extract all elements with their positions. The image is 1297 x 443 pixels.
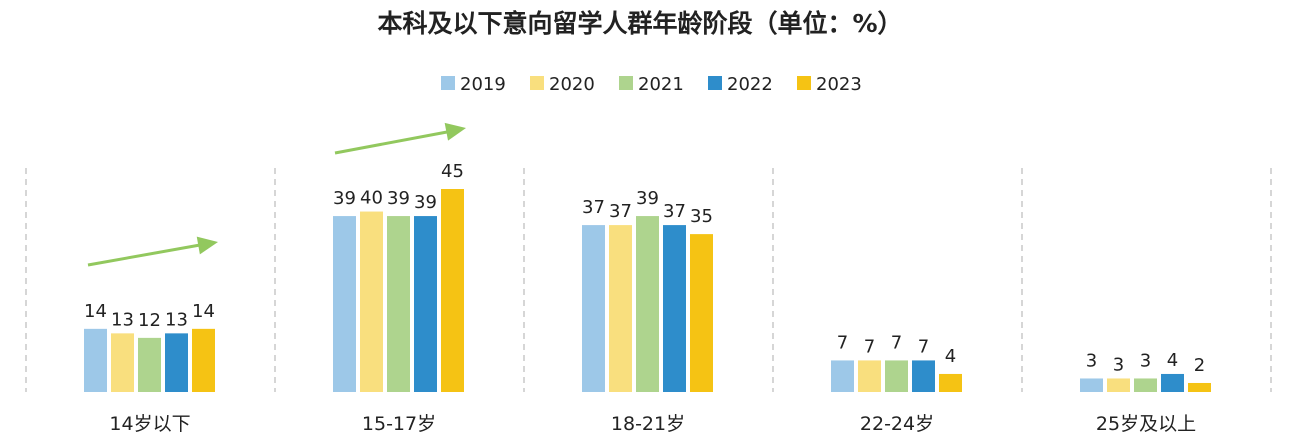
separators [25,168,1272,392]
data-label: 3 [1113,354,1124,375]
category-label: 25岁及以上 [1096,413,1196,435]
data-label: 13 [165,309,188,330]
data-label: 3 [1086,350,1097,371]
data-label: 39 [414,192,437,213]
bar-2019-15-17岁 [333,216,356,392]
data-label: 7 [918,336,929,357]
legend-swatch-2020 [530,76,544,90]
legend-swatch-2019 [441,76,455,90]
data-label: 39 [333,188,356,209]
bar-2019-25岁及以上 [1080,378,1103,392]
bar-2023-14岁以下 [192,328,215,392]
data-label: 13 [111,309,134,330]
data-label: 3 [1140,350,1151,371]
legend: 2019 2020 2021 2022 2023 [441,74,862,95]
data-label: 7 [891,332,902,353]
data-label: 40 [360,188,383,209]
legend-swatch-2023 [797,76,811,90]
data-label: 14 [84,301,107,322]
data-label: 12 [138,310,161,331]
chart-title: 本科及以下意向留学人群年龄阶段（单位：%） [377,9,902,38]
bar-2023-25岁及以上 [1188,382,1211,392]
bar-2021-15-17岁 [387,216,410,392]
category-label: 18-21岁 [611,413,685,435]
data-label: 37 [609,201,632,222]
legend-label-2019: 2019 [460,74,506,95]
data-label: 39 [387,188,410,209]
bar-2020-22-24岁 [858,360,881,392]
bar-2020-14岁以下 [111,333,134,392]
trend-arrow-head [196,236,218,255]
bar-2020-18-21岁 [609,225,632,392]
legend-label-2023: 2023 [816,74,862,95]
data-label: 35 [690,206,713,227]
data-label: 7 [837,332,848,353]
data-label: 4 [945,346,956,367]
bar-2021-14岁以下 [138,337,161,392]
bar-2020-15-17岁 [360,211,383,392]
legend-swatch-2022 [708,76,722,90]
category-label: 15-17岁 [362,413,436,435]
category-label: 14岁以下 [109,413,190,435]
data-label: 39 [636,188,659,209]
data-label: 7 [864,336,875,357]
legend-label-2020: 2020 [549,74,595,95]
data-label: 4 [1167,350,1178,371]
legend-label-2021: 2021 [638,74,684,95]
trend-arrows [87,122,466,267]
data-label: 45 [441,161,464,182]
bar-2022-22-24岁 [912,360,935,392]
bar-2023-18-21岁 [690,234,713,392]
bar-2019-22-24岁 [831,360,854,392]
trend-arrow-line [334,130,448,155]
bar-2022-25岁及以上 [1161,373,1184,392]
legend-label-2022: 2022 [727,74,773,95]
trend-arrow-line [87,243,201,267]
data-label: 37 [663,201,686,222]
data-label: 2 [1194,355,1205,376]
data-label: 14 [192,301,215,322]
bar-2022-14岁以下 [165,333,188,392]
bar-2019-18-21岁 [582,225,605,392]
legend-swatch-2021 [619,76,633,90]
bar-2022-15-17岁 [414,216,437,392]
bar-2021-22-24岁 [885,360,908,392]
bar-2022-18-21岁 [663,225,686,392]
category-label: 22-24岁 [860,413,934,435]
bar-2021-25岁及以上 [1134,378,1157,392]
bar-2021-18-21岁 [636,216,659,392]
trend-arrow-head [444,122,466,141]
bar-2023-22-24岁 [939,373,962,392]
data-label: 37 [582,197,605,218]
bar-2020-25岁及以上 [1107,378,1130,392]
bar-2023-15-17岁 [441,189,464,392]
bar-2019-14岁以下 [84,328,107,392]
